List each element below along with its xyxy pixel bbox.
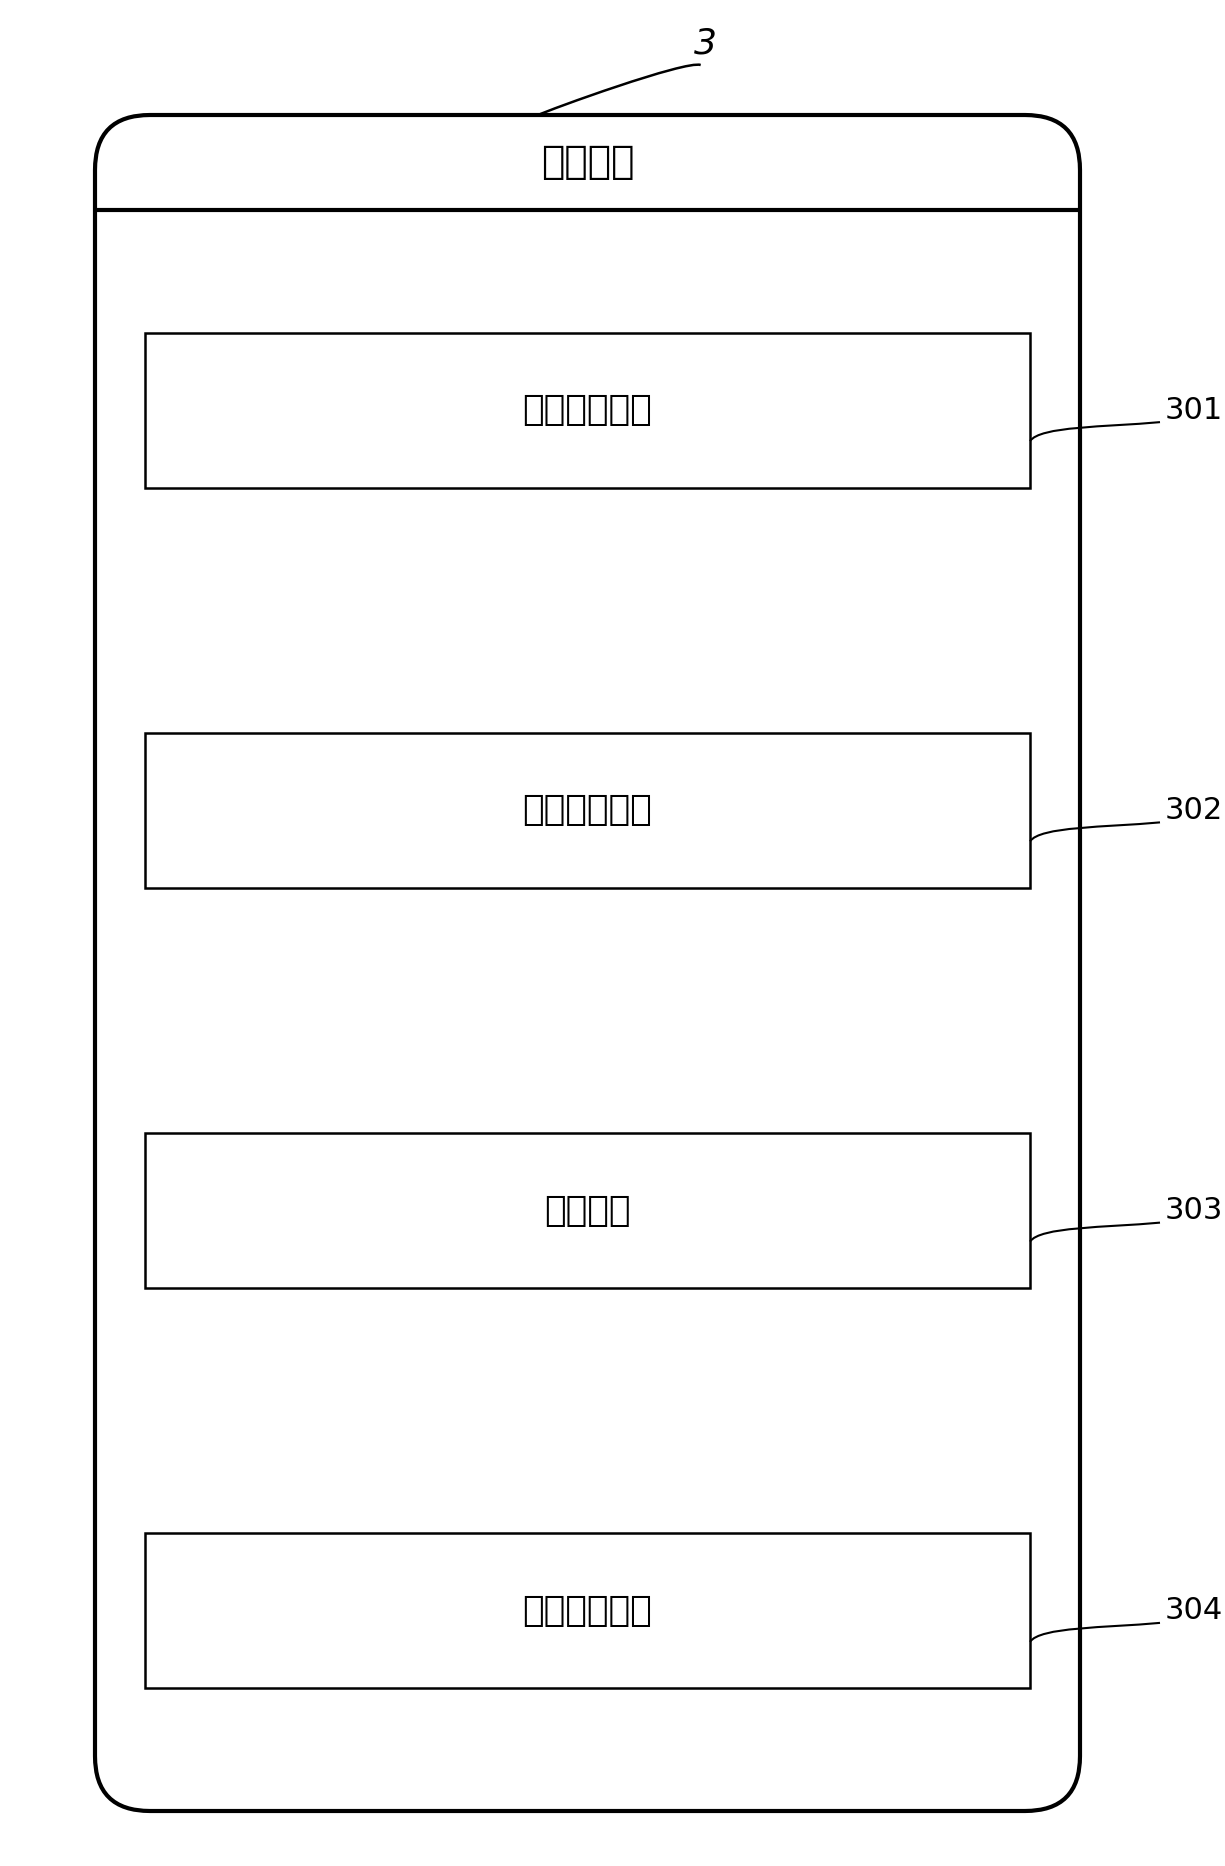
FancyBboxPatch shape <box>145 733 1030 888</box>
Text: 304: 304 <box>1165 1597 1224 1625</box>
FancyBboxPatch shape <box>145 1133 1030 1288</box>
Text: 303: 303 <box>1165 1196 1224 1226</box>
Text: 温度预订模块: 温度预订模块 <box>523 394 653 427</box>
FancyBboxPatch shape <box>96 116 1080 1812</box>
Text: 301: 301 <box>1165 396 1224 425</box>
Text: 302: 302 <box>1165 797 1224 825</box>
Text: 图像接收模块: 图像接收模块 <box>523 793 653 827</box>
FancyBboxPatch shape <box>145 332 1030 487</box>
Text: 3: 3 <box>695 26 717 60</box>
FancyBboxPatch shape <box>145 1534 1030 1689</box>
Text: 匹配模块: 匹配模块 <box>544 1194 631 1228</box>
Text: 计算装置: 计算装置 <box>540 144 635 181</box>
Text: 温度计算模块: 温度计算模块 <box>523 1594 653 1627</box>
